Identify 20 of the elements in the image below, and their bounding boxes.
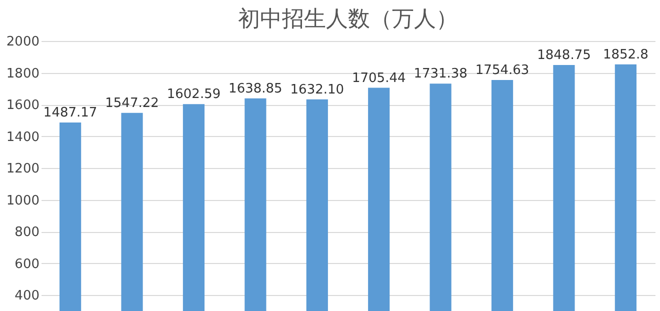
y-tick-label: 600 [14,256,40,272]
data-label: 1632.10 [290,82,344,98]
data-label: 1848.75 [537,48,591,64]
y-tick-label: 2000 [6,34,40,50]
data-label: 1754.63 [475,62,530,78]
data-label: 1705.44 [352,70,406,86]
y-tick-label: 400 [14,288,40,304]
data-label: 1487.17 [43,105,98,120]
data-label: 1852.8 [602,47,648,62]
data-label: 1547.22 [105,96,159,111]
chart-title: 初中招生人数（万人） [238,7,458,32]
y-tick-label: 1400 [6,130,40,145]
y-tick-label: 1200 [6,162,40,177]
data-label: 1731.38 [414,66,468,82]
y-tick-label: 1600 [6,98,40,114]
y-tick-label: 1000 [6,193,40,208]
y-tick-label: 800 [14,225,40,240]
y-tick-label: 1800 [6,66,40,82]
data-label: 1602.59 [166,87,221,102]
data-label: 1638.85 [228,81,282,96]
